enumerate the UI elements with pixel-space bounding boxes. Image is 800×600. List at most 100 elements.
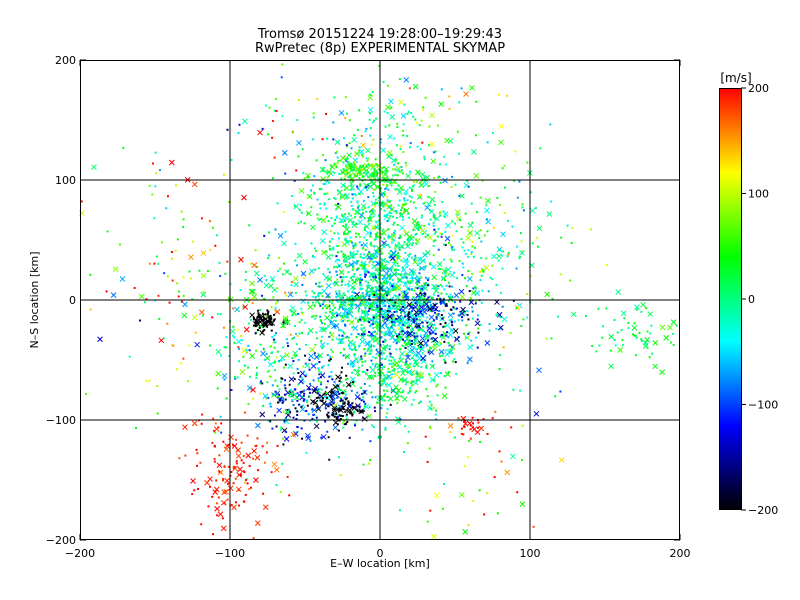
data-point-dot bbox=[369, 365, 372, 368]
data-point-dot bbox=[439, 343, 442, 346]
data-point-dot bbox=[336, 156, 339, 159]
data-point-x bbox=[400, 112, 407, 119]
data-point-dot bbox=[245, 351, 248, 354]
data-point-dot bbox=[367, 252, 370, 255]
data-point-dot bbox=[307, 413, 310, 416]
data-point-dot bbox=[672, 332, 675, 335]
data-point-dot bbox=[606, 264, 609, 267]
data-point-dot bbox=[292, 336, 295, 339]
data-point-dot bbox=[462, 266, 465, 269]
data-point-dot bbox=[367, 462, 370, 465]
data-point-dot bbox=[404, 383, 407, 386]
data-point-dot bbox=[410, 281, 413, 284]
data-point-dot bbox=[395, 211, 398, 214]
data-point-dot bbox=[252, 297, 255, 300]
data-point-dot bbox=[219, 274, 222, 277]
data-point-dot bbox=[501, 267, 504, 270]
data-point-dot bbox=[357, 260, 360, 263]
data-point-dot bbox=[252, 537, 255, 540]
data-point-dot bbox=[431, 305, 434, 308]
data-point-dot bbox=[401, 246, 404, 249]
data-point-x bbox=[423, 181, 429, 187]
data-point-dot bbox=[336, 245, 339, 248]
data-point-dot bbox=[380, 208, 383, 211]
data-point-dot bbox=[371, 173, 374, 176]
data-point-dot bbox=[135, 426, 138, 429]
data-point-dot bbox=[412, 296, 415, 299]
data-point-dot bbox=[631, 333, 634, 336]
data-point-dot bbox=[414, 254, 417, 257]
data-point-dot bbox=[395, 144, 398, 147]
data-point-x bbox=[354, 303, 361, 310]
data-point-dot bbox=[522, 209, 525, 212]
data-point-dot bbox=[304, 354, 307, 357]
data-point-dot bbox=[372, 356, 375, 359]
data-point-dot bbox=[371, 295, 374, 298]
data-point-dot bbox=[313, 175, 316, 178]
data-point-dot bbox=[358, 171, 361, 174]
data-point-x bbox=[438, 101, 445, 108]
data-point-dot bbox=[379, 436, 382, 439]
data-point-dot bbox=[343, 396, 346, 399]
data-point-dot bbox=[348, 307, 351, 310]
data-point-dot bbox=[396, 122, 399, 125]
data-point-dot bbox=[354, 232, 357, 235]
data-point-dot bbox=[388, 327, 391, 330]
data-point-x bbox=[249, 280, 255, 287]
data-point-dot bbox=[341, 334, 344, 337]
data-point-dot bbox=[372, 191, 375, 194]
data-point-x bbox=[445, 222, 451, 229]
data-point-dot bbox=[413, 338, 416, 341]
data-point-x bbox=[432, 336, 439, 343]
data-point-dot bbox=[386, 309, 389, 312]
data-point-x bbox=[381, 176, 387, 183]
data-point-dot bbox=[263, 234, 266, 237]
data-point-dot bbox=[373, 293, 376, 296]
data-point-dot bbox=[360, 284, 363, 287]
data-point-dot bbox=[359, 287, 362, 290]
data-point-dot bbox=[344, 170, 347, 173]
data-point-dot bbox=[339, 341, 342, 344]
data-point-dot bbox=[249, 262, 252, 265]
data-point-dot bbox=[362, 396, 365, 399]
data-point-dot bbox=[451, 285, 454, 288]
data-point-dot bbox=[317, 377, 320, 380]
data-point-x bbox=[338, 217, 345, 224]
data-point-dot bbox=[443, 483, 446, 486]
data-point-dot bbox=[353, 192, 356, 195]
x-tick-label: 0 bbox=[377, 547, 384, 560]
data-point-dot bbox=[252, 397, 255, 400]
data-point-dot bbox=[414, 286, 417, 289]
data-point-dot bbox=[382, 166, 385, 169]
data-point-dot bbox=[356, 262, 359, 265]
data-point-dot bbox=[289, 273, 292, 276]
data-point-dot bbox=[402, 123, 405, 126]
data-point-dot bbox=[353, 291, 356, 294]
data-point-x bbox=[369, 367, 376, 373]
data-point-dot bbox=[408, 170, 411, 173]
data-point-dot bbox=[385, 195, 388, 198]
data-point-dot bbox=[218, 470, 221, 473]
data-point-dot bbox=[336, 408, 339, 411]
data-point-dot bbox=[397, 335, 400, 338]
data-point-dot bbox=[406, 259, 409, 262]
data-point-x bbox=[182, 301, 188, 308]
data-point-dot bbox=[388, 212, 391, 215]
data-point-dot bbox=[337, 390, 340, 393]
data-point-dot bbox=[419, 310, 422, 313]
data-point-dot bbox=[365, 301, 368, 304]
data-point-dot bbox=[442, 258, 445, 261]
data-point-x bbox=[309, 224, 316, 231]
data-point-x bbox=[387, 233, 394, 240]
data-point-dot bbox=[405, 298, 408, 301]
data-point-dot bbox=[363, 354, 366, 357]
data-point-dot bbox=[463, 420, 466, 423]
data-point-dot bbox=[370, 308, 373, 311]
data-point-dot bbox=[344, 225, 347, 228]
data-point-x bbox=[333, 419, 339, 426]
data-point-dot bbox=[383, 395, 386, 398]
data-point-dot bbox=[439, 211, 442, 214]
data-point-dot bbox=[500, 254, 503, 257]
data-point-dot bbox=[336, 396, 339, 399]
data-point-dot bbox=[276, 444, 279, 447]
